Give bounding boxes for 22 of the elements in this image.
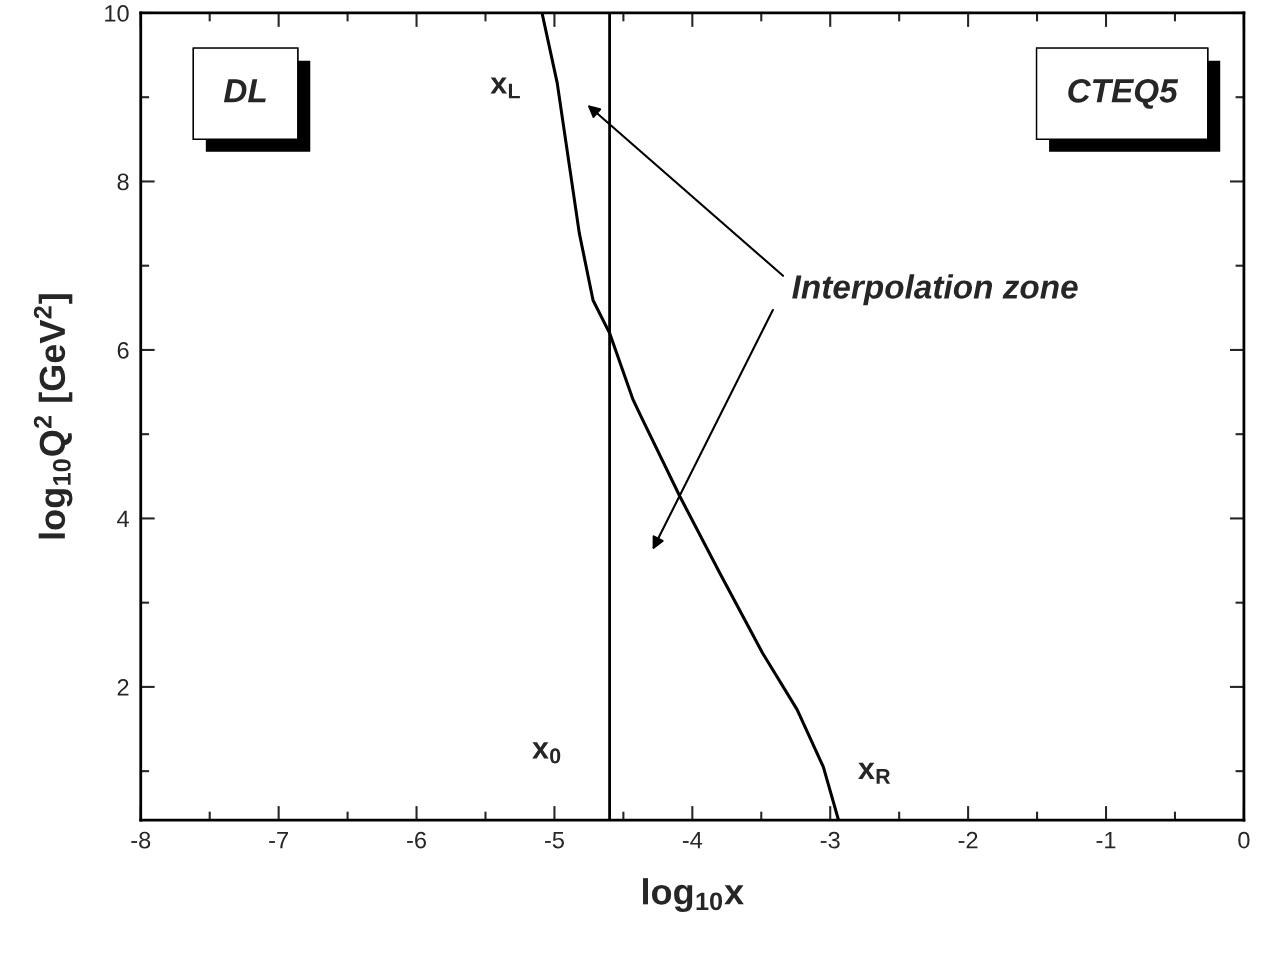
annotation: DL [223, 79, 266, 103]
y-tick-label: 6 [117, 342, 129, 359]
annotation: Interpolation zone [792, 274, 1078, 306]
annotation: x$_{R}$ [858, 762, 891, 784]
x-tick-label: -7 [269, 832, 288, 849]
x-tick-label: -4 [682, 832, 703, 849]
x-tick-label: -5 [544, 832, 564, 849]
y-tick-label: 4 [117, 510, 129, 527]
x-tick-label: -8 [131, 831, 151, 849]
y-tick-label: 2 [117, 678, 129, 696]
x-tick-label: -2 [958, 831, 978, 849]
x-tick-label: -3 [820, 831, 840, 849]
y-axis-title: log$_{10}$Q$^{2}$ [GeV$^{2}$] [33, 294, 73, 539]
y-tick-label: 8 [117, 173, 129, 191]
x-tick-label: -1 [1096, 832, 1116, 849]
ref-line-label: x$_{0}$ [532, 742, 561, 764]
x-axis-title: log$_{10}$x [643, 878, 744, 912]
x-tick-label: 0 [1238, 831, 1250, 849]
annotation: x$_{L}$ [490, 77, 520, 99]
y-tick-label: 10 [105, 5, 129, 22]
annotation: CTEQ5 [1068, 79, 1179, 109]
x-tick-label: -6 [407, 831, 426, 849]
